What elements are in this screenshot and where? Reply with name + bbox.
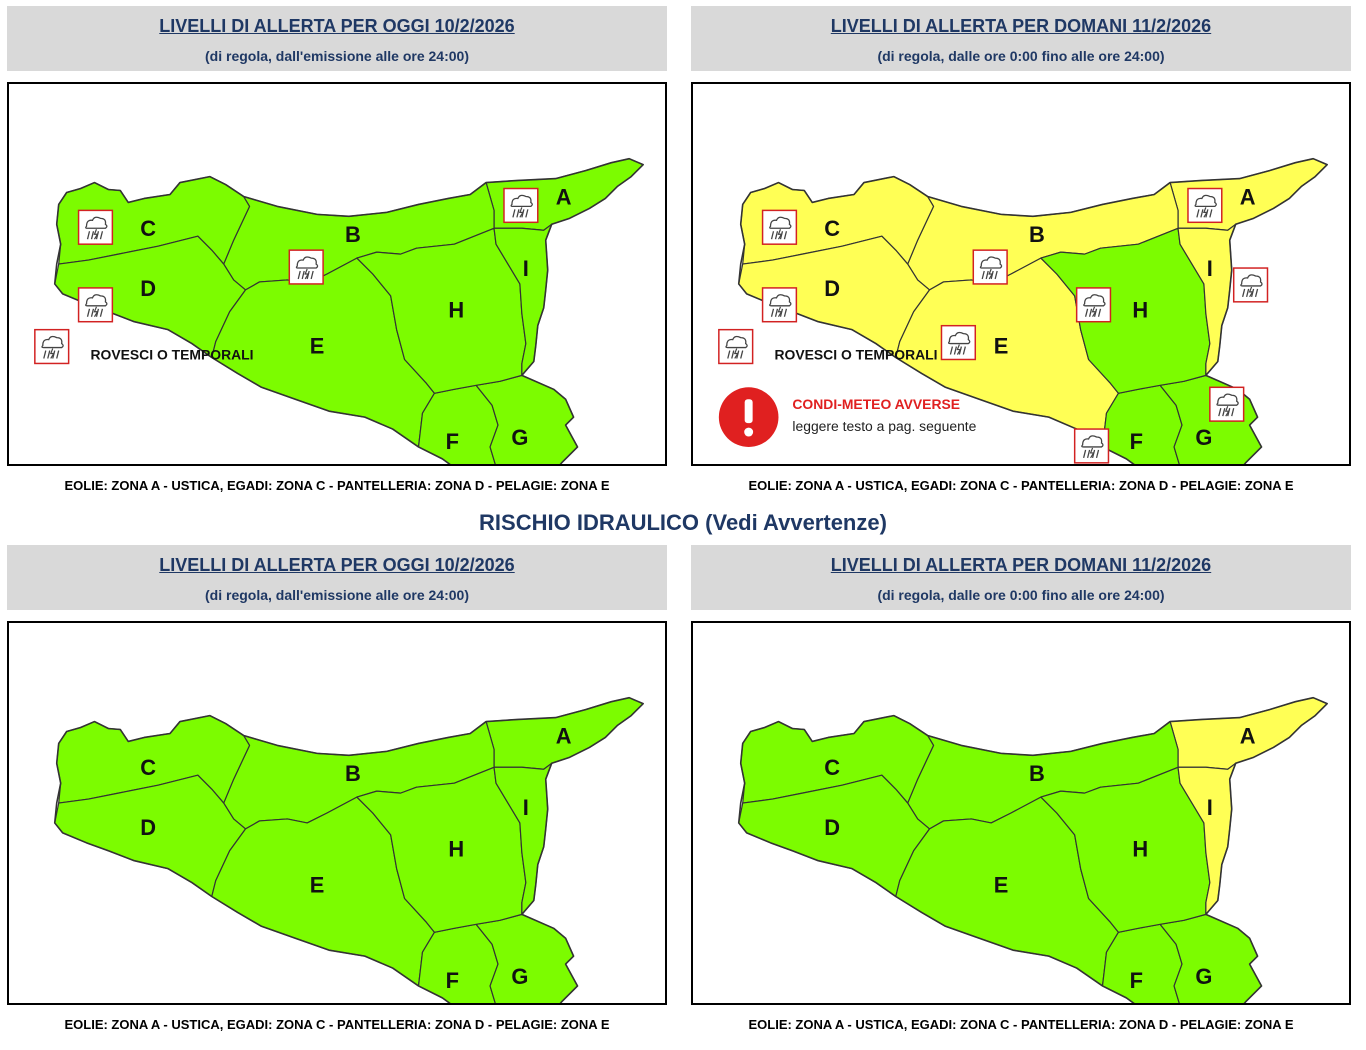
sicily-alert-map: A B C D E F G H I ROVESCI O TEMPORALI CONDI-METEO … xyxy=(691,82,1351,466)
zone-label-g: G xyxy=(1195,964,1212,989)
panel-title: LIVELLI DI ALLERTA PER DOMANI 11/2/2026 xyxy=(830,16,1212,36)
zone-label-c: C xyxy=(824,216,840,241)
zone-label-c: C xyxy=(824,755,840,780)
storm-icon-zone-g xyxy=(1209,386,1245,422)
islands-footer: EOLIE: ZONA A - USTICA, EGADI: ZONA C - … xyxy=(64,1017,610,1032)
storm-icon-zone-e xyxy=(940,324,977,361)
panel-title: LIVELLI DI ALLERTA PER DOMANI 11/2/2026 xyxy=(830,555,1212,575)
zone-label-i: I xyxy=(1207,256,1213,281)
storm-cloud-icon xyxy=(34,328,70,365)
coastline xyxy=(737,157,1328,464)
zone-label-i: I xyxy=(1207,795,1213,820)
zone-label-i: I xyxy=(523,795,529,820)
zone-label-e: E xyxy=(310,873,325,898)
zone-label-g: G xyxy=(1195,425,1212,450)
zone-label-b: B xyxy=(345,222,361,247)
panel-header: LIVELLI DI ALLERTA PER OGGI 10/2/2026 (d… xyxy=(7,6,667,71)
panel-header: LIVELLI DI ALLERTA PER DOMANI 11/2/2026 … xyxy=(691,545,1351,610)
zone-label-e: E xyxy=(994,334,1009,359)
zone-label-f: F xyxy=(1130,968,1143,993)
storm-legend-label: ROVESCI O TEMPORALI xyxy=(775,346,938,362)
zone-label-a: A xyxy=(556,723,572,748)
storm-icon-zone-f xyxy=(1073,428,1110,464)
section-title: RISCHIO IDRAULICO (Vedi Avvertenze) xyxy=(479,510,887,535)
coastline xyxy=(53,696,644,1003)
storm-legend-label: ROVESCI O TEMPORALI xyxy=(91,346,254,362)
zone-label-i: I xyxy=(523,256,529,281)
exclamation-icon xyxy=(718,387,779,447)
storm-icon-zone-c xyxy=(761,209,798,245)
coastline xyxy=(737,696,1328,1003)
zone-label-h: H xyxy=(1132,837,1148,862)
zone-label-h: H xyxy=(1132,298,1148,323)
sicily-alert-map: A B C D E F G H I ROVESCI O TEMPORALI xyxy=(7,82,667,466)
zone-label-c: C xyxy=(140,755,156,780)
panel-title: LIVELLI DI ALLERTA PER OGGI 10/2/2026 xyxy=(159,16,515,36)
zone-label-e: E xyxy=(310,334,325,359)
zone-label-d: D xyxy=(824,276,840,301)
condi-meteo-text: leggere testo a pag. seguente xyxy=(792,418,976,434)
panel-subtitle: (di regola, dall'emissione alle ore 24:0… xyxy=(205,587,469,603)
zone-label-f: F xyxy=(446,429,459,454)
storm-icon-zone-d xyxy=(761,287,798,323)
storm-cloud-icon xyxy=(718,328,754,365)
coastline xyxy=(53,157,644,464)
storm-icon-zone-i xyxy=(1232,267,1269,303)
panel-subtitle: (di regola, dalle ore 0:00 fino alle ore… xyxy=(877,48,1165,64)
zone-label-d: D xyxy=(140,276,156,301)
panel-title: LIVELLI DI ALLERTA PER OGGI 10/2/2026 xyxy=(159,555,515,575)
zone-label-f: F xyxy=(446,968,459,993)
zone-label-e: E xyxy=(994,873,1009,898)
zone-label-a: A xyxy=(1240,184,1256,209)
panel-subtitle: (di regola, dalle ore 0:00 fino alle ore… xyxy=(877,587,1165,603)
islands-footer: EOLIE: ZONA A - USTICA, EGADI: ZONA C - … xyxy=(64,478,610,493)
zone-label-c: C xyxy=(140,216,156,241)
zone-label-g: G xyxy=(511,964,528,989)
zone-label-b: B xyxy=(1029,222,1045,247)
zone-label-h: H xyxy=(448,298,464,323)
zone-label-d: D xyxy=(140,815,156,840)
zone-label-b: B xyxy=(345,761,361,786)
storm-icon-zone-h xyxy=(1075,287,1112,323)
panel-header: LIVELLI DI ALLERTA PER DOMANI 11/2/2026 … xyxy=(691,6,1351,71)
zone-label-a: A xyxy=(556,184,572,209)
sicily-alert-map: A B C D E F G H I xyxy=(691,621,1351,1005)
zone-label-a: A xyxy=(1240,723,1256,748)
storm-icon-zone-a xyxy=(503,187,539,224)
storm-icon-zone-a xyxy=(1187,187,1223,224)
sicily-alert-map: A B C D E F G H I xyxy=(7,621,667,1005)
islands-footer: EOLIE: ZONA A - USTICA, EGADI: ZONA C - … xyxy=(748,1017,1294,1032)
storm-icon-zone-c xyxy=(77,209,114,245)
zone-label-d: D xyxy=(824,815,840,840)
condi-meteo-title: CONDI-METEO AVVERSE xyxy=(792,396,960,412)
storm-icon-zone-d xyxy=(77,287,114,323)
islands-footer: EOLIE: ZONA A - USTICA, EGADI: ZONA C - … xyxy=(748,478,1294,493)
zone-label-g: G xyxy=(511,425,528,450)
panel-subtitle: (di regola, dall'emissione alle ore 24:0… xyxy=(205,48,469,64)
zone-label-f: F xyxy=(1130,429,1143,454)
zone-label-h: H xyxy=(448,837,464,862)
storm-icon-zone-b xyxy=(288,249,324,285)
storm-icon-zone-b xyxy=(972,249,1008,285)
zone-label-b: B xyxy=(1029,761,1045,786)
panel-header: LIVELLI DI ALLERTA PER OGGI 10/2/2026 (d… xyxy=(7,545,667,610)
